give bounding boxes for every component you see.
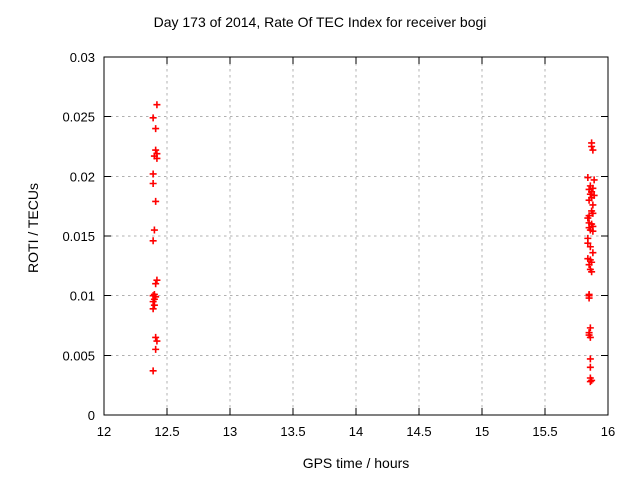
data-point bbox=[150, 301, 158, 309]
data-point bbox=[585, 261, 593, 269]
data-point bbox=[586, 363, 594, 371]
data-point bbox=[585, 294, 593, 302]
data-point bbox=[150, 226, 158, 234]
y-tick-label: 0.03 bbox=[70, 50, 95, 65]
data-point bbox=[153, 276, 161, 284]
data-point bbox=[584, 239, 592, 247]
data-point bbox=[586, 355, 594, 363]
data-point bbox=[588, 143, 596, 150]
y-tick-label: 0.025 bbox=[62, 110, 95, 125]
x-tick-label: 16 bbox=[601, 424, 615, 439]
data-point bbox=[589, 146, 597, 154]
data-point bbox=[149, 298, 157, 306]
data-point bbox=[149, 114, 157, 122]
data-point bbox=[149, 179, 157, 187]
data-point bbox=[149, 170, 157, 178]
data-point bbox=[149, 305, 157, 313]
data-point bbox=[153, 154, 161, 162]
data-point bbox=[586, 243, 594, 251]
x-tick-label: 12.5 bbox=[154, 424, 179, 439]
data-point bbox=[149, 237, 157, 245]
y-tick-label: 0.005 bbox=[62, 348, 95, 363]
data-point bbox=[585, 196, 593, 204]
x-tick-label: 14.5 bbox=[406, 424, 431, 439]
data-point bbox=[589, 201, 597, 209]
x-tick-label: 14 bbox=[349, 424, 363, 439]
data-point bbox=[589, 249, 597, 257]
plot-border bbox=[103, 56, 609, 416]
x-tick-label: 12 bbox=[97, 424, 111, 439]
data-point bbox=[152, 197, 160, 205]
x-tick-label: 15.5 bbox=[532, 424, 557, 439]
chart-title: Day 173 of 2014, Rate Of TEC Index for r… bbox=[153, 14, 487, 30]
x-axis-label: GPS time / hours bbox=[302, 455, 410, 471]
data-point bbox=[584, 174, 592, 182]
data-point bbox=[584, 214, 592, 222]
data-point bbox=[152, 345, 160, 353]
x-tick-label: 13.5 bbox=[280, 424, 305, 439]
data-point bbox=[588, 376, 596, 384]
data-point bbox=[586, 190, 594, 198]
data-point bbox=[152, 280, 160, 288]
y-tick-label: 0 bbox=[88, 408, 95, 423]
y-tick-label: 0.01 bbox=[70, 289, 95, 304]
data-point bbox=[589, 209, 597, 217]
data-point bbox=[589, 184, 597, 192]
data-point bbox=[586, 333, 594, 341]
y-tick-label: 0.015 bbox=[62, 229, 95, 244]
data-point bbox=[152, 146, 160, 154]
data-point bbox=[590, 176, 598, 184]
data-point bbox=[152, 125, 160, 133]
data-point bbox=[152, 333, 160, 341]
data-point bbox=[153, 101, 161, 109]
data-point bbox=[586, 324, 594, 332]
y-tick-label: 0.02 bbox=[70, 169, 95, 184]
data-point bbox=[589, 227, 597, 235]
data-point bbox=[153, 337, 161, 345]
data-point bbox=[149, 367, 157, 375]
x-tick-label: 13 bbox=[223, 424, 237, 439]
data-point bbox=[588, 268, 596, 276]
data-point bbox=[586, 378, 594, 386]
x-tick-label: 15 bbox=[475, 424, 489, 439]
